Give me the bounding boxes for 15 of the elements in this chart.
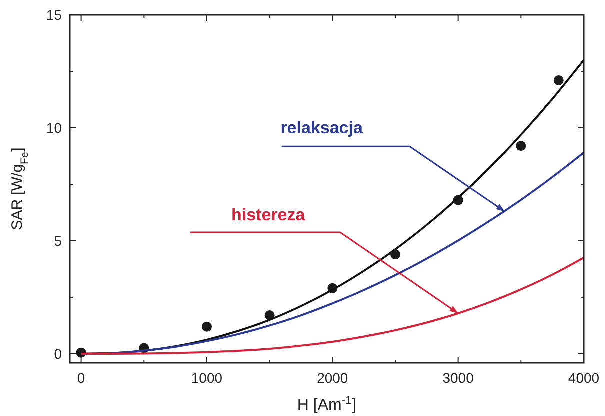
y-tick-label: 15 [46, 7, 62, 23]
x-tick-label: 1000 [191, 370, 223, 386]
point [202, 322, 212, 332]
annotation: histereza [231, 206, 306, 225]
x-axis-title: H [Am$^{-1}$] [297, 395, 357, 414]
x-tick-label: 4000 [568, 370, 600, 386]
y-tick-label: 0 [54, 346, 62, 362]
annotation: relaksacja [280, 118, 364, 138]
point [554, 76, 564, 86]
x-tick-label: 3000 [442, 370, 474, 386]
x-tick-label: 2000 [317, 370, 348, 386]
x-tick-label: 0 [77, 370, 86, 386]
y-tick-label: 10 [46, 120, 62, 136]
y-tick-label: 5 [54, 232, 62, 249]
point [516, 141, 526, 152]
